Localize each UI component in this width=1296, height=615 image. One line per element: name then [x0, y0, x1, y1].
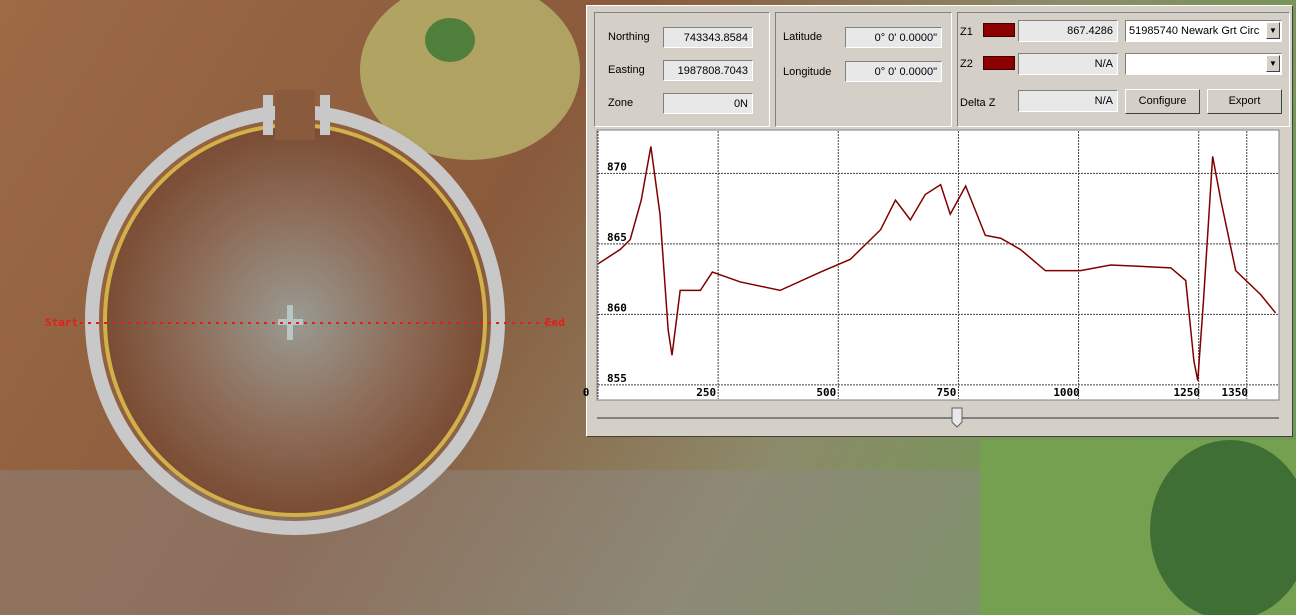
y-tick-label: 855: [607, 372, 627, 385]
y-tick-label: 870: [607, 160, 627, 173]
page: Start End Northing 743343.8584 Easting 1…: [0, 0, 1296, 615]
x-tick-label: 1250: [1173, 386, 1200, 399]
y-tick-label: 865: [607, 231, 627, 244]
y-tick-label: 860: [607, 301, 627, 314]
x-tick-label: 750: [936, 386, 956, 399]
plot-area: [597, 130, 1279, 400]
profile-chart: 855 860 865 870 0 250 500 750 1000 1250 1350: [0, 0, 1296, 615]
slider-thumb[interactable]: [952, 408, 962, 427]
x-tick-label: 1000: [1053, 386, 1080, 399]
x-tick-label: 1350: [1222, 386, 1249, 399]
x-tick-label: 250: [696, 386, 716, 399]
x-tick-label: 500: [816, 386, 836, 399]
x-tick-label: 0: [583, 386, 590, 399]
